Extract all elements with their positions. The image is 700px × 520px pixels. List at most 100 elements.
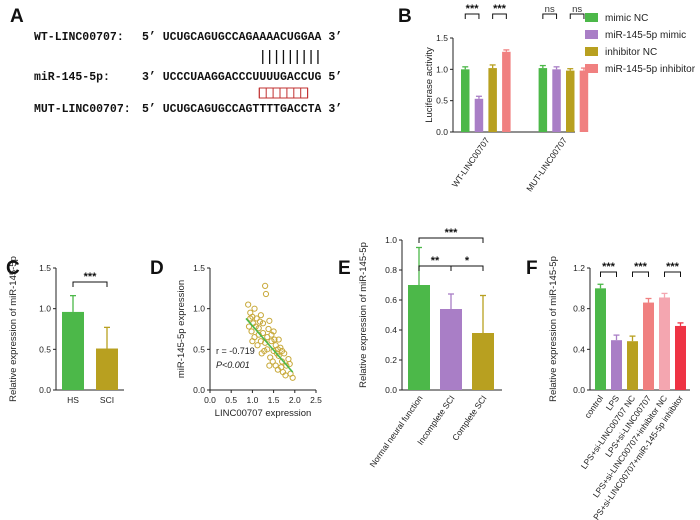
y-tick-label: 0.5 <box>39 344 51 354</box>
bar-4 <box>659 297 670 390</box>
sig-mut-mimic-bracket <box>542 13 558 19</box>
scatter-point <box>286 360 293 368</box>
y-axis-label: Relative expression of miR-145-5p <box>358 242 369 388</box>
bar-wt-linc00707-2 <box>488 68 497 132</box>
y-tick-label: 1.2 <box>573 263 585 273</box>
x-tick-label: 0.5 <box>225 395 237 405</box>
y-axis-label: Relative expression of miR-145-5p <box>8 256 19 402</box>
panel-d-correlation-scatter: 0.0 0.5 1.0 1.5 miR-145-5p expression 0.0 0.5 1… <box>176 263 322 419</box>
seq-label-mir: miR-145-5p: <box>34 71 110 84</box>
scatter-point <box>268 331 275 338</box>
y-tick-label: 0.5 <box>436 96 448 106</box>
x-category-label: SCI <box>100 395 114 405</box>
bar-mut-linc00707-0 <box>538 68 548 132</box>
scatter-point <box>266 362 273 369</box>
x-tick-label: 2.0 <box>289 395 301 405</box>
x-axis-label: LINC00707 expression <box>215 408 312 419</box>
scatter-point <box>277 344 284 351</box>
legend-entry-2: inhibitor NC <box>605 47 657 58</box>
bar-mut-linc00707-2 <box>566 70 575 132</box>
scatter-point <box>264 346 271 353</box>
correlation-r: r = -0.719 <box>216 346 255 356</box>
scatter-point <box>285 355 292 363</box>
sig-normal-complete-label: *** <box>445 227 459 239</box>
correlation-p: P<0.001 <box>216 360 250 370</box>
scatter-point <box>245 323 253 330</box>
bar-wt-linc00707-0 <box>461 69 470 132</box>
panel-c-hs-sci-chart: 0.0 0.5 1.0 1.5 Relative expression of miR-1… <box>8 256 124 405</box>
y-axis-label: miR-145-5p expression <box>176 280 187 378</box>
bar-hs <box>62 311 84 390</box>
y-tick-label: 1.0 <box>436 64 448 74</box>
mutation-box <box>258 87 309 99</box>
panel-letter-d: D <box>150 258 164 279</box>
sig-wt-mimic-bracket <box>464 13 480 19</box>
panel-letter-e: E <box>338 258 351 279</box>
sig-incomplete-complete-label: * <box>465 255 470 267</box>
scatter-point <box>268 338 275 345</box>
x-tick-label: 0.0 <box>204 395 216 405</box>
scatter-point <box>256 318 264 325</box>
y-tick-label: 0.4 <box>385 325 397 335</box>
panel-a-sequences: WT-LINC00707: 5’ UCUGCAGUGCCAGAAAACUGGAA… <box>34 31 342 116</box>
scatter-point <box>258 350 265 357</box>
scatter-point <box>289 374 296 381</box>
scatter-point <box>262 290 270 298</box>
x-category-label: Complete SCI <box>450 393 489 442</box>
x-tick-label: 1.5 <box>268 395 280 405</box>
scatter-point <box>247 315 254 322</box>
base-pair-lines <box>262 50 319 64</box>
panel-e-neural-function-chart: 0.0 0.2 0.4 0.6 0.8 1.0 Relative expression of… <box>358 227 502 469</box>
y-tick-label: 0.0 <box>573 385 585 395</box>
panel-f-lps-chart: 0.0 0.4 0.8 1.2 Relative expression of miR-1… <box>548 256 690 520</box>
legend-swatch-0 <box>585 13 598 22</box>
y-tick-label: 0.8 <box>385 265 397 275</box>
bar-1 <box>611 340 622 390</box>
y-tick-label: 1.0 <box>193 304 205 314</box>
bar-wt-linc00707-1 <box>474 98 484 132</box>
sig-normal-complete-bracket <box>418 237 484 243</box>
y-tick-label: 0.0 <box>39 385 51 395</box>
x-tick-label: 1.0 <box>246 395 258 405</box>
scatter-point <box>248 328 255 335</box>
x-category-label: WT-LINC00707 <box>450 135 492 189</box>
scatter-point <box>251 305 258 312</box>
sig-nc-si-label: *** <box>634 261 648 273</box>
sig-nc-si-bracket <box>632 271 649 277</box>
scatter-point <box>254 342 261 349</box>
scatter-point <box>253 315 260 322</box>
seq-mir: 3’ UCCCUAAGGACCCUUUUGACCUG 5’ <box>142 71 342 84</box>
y-tick-label: 0.0 <box>436 127 448 137</box>
scatter-point <box>269 358 276 365</box>
scatter-point <box>275 336 282 343</box>
sig-inhibitor-label: *** <box>666 261 680 273</box>
scatter-point <box>270 347 277 355</box>
panel-letter-f: F <box>526 258 538 279</box>
y-axis-label: Luciferase activity <box>424 47 435 123</box>
sig-mut-inhibitor-bracket <box>569 13 585 19</box>
sig-wt-inhibitor-bracket <box>492 13 507 19</box>
sig-control-lps-label: *** <box>602 261 616 273</box>
bar-0 <box>408 285 430 390</box>
seq-label-mut: MUT-LINC00707: <box>34 103 131 116</box>
scatter-point <box>271 336 278 343</box>
panel-letter-b: B <box>398 6 412 27</box>
scatter-point <box>257 312 264 319</box>
y-tick-label: 0.2 <box>385 355 397 365</box>
sig-wt-mimic-label: *** <box>466 3 480 15</box>
bar-3 <box>643 302 654 390</box>
sig-mut-mimic-label: ns <box>545 4 555 15</box>
regression-line <box>245 317 294 373</box>
bar-mut-linc00707-3 <box>579 70 589 132</box>
y-tick-label: 1.0 <box>385 235 397 245</box>
sig-inhibitor-bracket <box>664 271 681 277</box>
scatter-point <box>265 325 272 333</box>
scatter-point <box>255 325 262 332</box>
scatter-point <box>245 301 252 308</box>
sig-mut-inhibitor-label: ns <box>572 4 582 15</box>
sig-control-lps-bracket <box>600 271 617 277</box>
bar-1 <box>440 309 462 390</box>
y-tick-label: 0.5 <box>193 344 205 354</box>
